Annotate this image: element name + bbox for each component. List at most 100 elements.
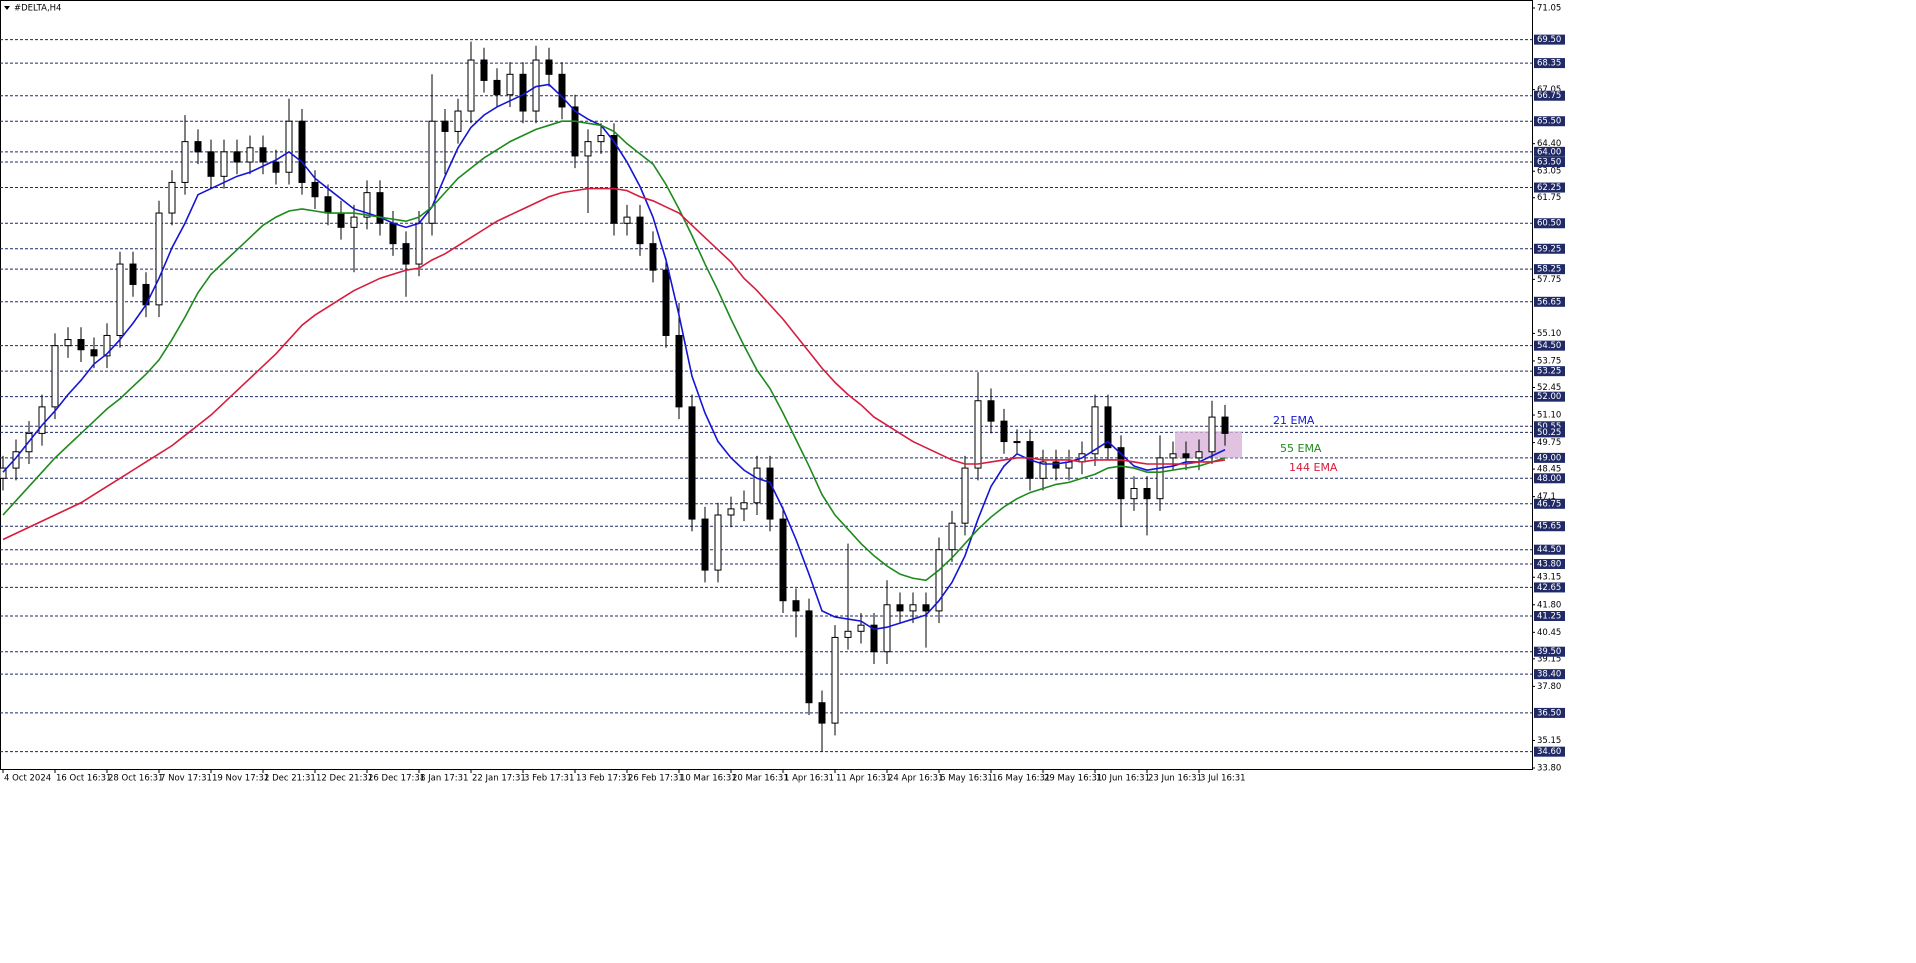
y-tick-label: 37.80 [1537, 682, 1561, 692]
candle-body [922, 604, 930, 612]
candle-body [493, 79, 501, 96]
candle-body [480, 59, 488, 81]
candle-body [636, 216, 644, 245]
level-tag [1534, 544, 1565, 555]
x-tick-label: 16 Oct 16:31 [56, 774, 111, 784]
y-tick-label: 40.45 [1537, 628, 1561, 638]
candle-body [194, 141, 202, 153]
candle-body [90, 349, 98, 357]
level-label: 62.25 [1537, 183, 1561, 193]
level-label: 38.40 [1537, 670, 1561, 680]
candle-body [831, 636, 839, 724]
candle-body [389, 222, 397, 245]
candle-body [441, 120, 449, 132]
candle-body [1156, 457, 1164, 500]
level-label: 60.50 [1537, 219, 1561, 229]
y-tick-label: 64.40 [1537, 139, 1561, 149]
y-tick-label: 53.75 [1537, 356, 1561, 366]
level-tag [1534, 582, 1565, 593]
y-tick-label: 43.15 [1537, 573, 1561, 583]
x-tick-label: 13 Feb 17:31 [576, 774, 632, 784]
candle-body [1013, 441, 1021, 444]
level-label: 42.65 [1537, 583, 1561, 593]
menu-arrow[interactable] [4, 6, 10, 10]
candle-body [1104, 406, 1112, 449]
level-tag [1534, 366, 1565, 377]
candle-body [285, 120, 293, 173]
level-tag [1534, 473, 1565, 484]
candle-body [337, 212, 345, 228]
candle-body [675, 334, 683, 408]
level-label: 64.00 [1537, 147, 1561, 157]
candle-body [870, 624, 878, 653]
ema-line [2, 83, 1226, 631]
level-tag [1534, 498, 1565, 509]
x-tick-label: 1 Apr 16:31 [784, 774, 834, 784]
candle-body [168, 181, 176, 214]
x-tick-label: 29 May 16:31 [1044, 774, 1102, 784]
x-tick-label: 7 Nov 17:31 [160, 774, 212, 784]
candle-body [1221, 416, 1229, 434]
level-tag [1534, 611, 1565, 621]
candle-body [779, 518, 787, 602]
x-tick-label: 20 Mar 16:31 [732, 774, 789, 784]
level-tag [1534, 746, 1565, 757]
candle-body [714, 514, 722, 571]
x-tick-label: 16 May 16:31 [992, 774, 1050, 784]
y-tick-label: 48.45 [1537, 465, 1561, 475]
level-tag [1534, 146, 1565, 157]
candle-body [12, 451, 20, 469]
candle-body [766, 467, 774, 520]
level-tag [1534, 182, 1565, 193]
x-tick-label: 11 Apr 16:31 [836, 774, 891, 784]
candle-body [207, 151, 215, 177]
level-label: 46.75 [1537, 499, 1561, 509]
candle-body [129, 263, 137, 285]
level-label: 44.50 [1537, 545, 1561, 555]
level-tag [1534, 58, 1565, 69]
candle-body [597, 135, 605, 143]
candle-body [1039, 461, 1047, 479]
candle-body [727, 508, 735, 516]
x-tick-label: 26 Dec 17:31 [368, 774, 425, 784]
candle-body [77, 339, 85, 351]
candle-body [103, 334, 111, 357]
ema-line [2, 187, 1226, 541]
level-label: 48.00 [1537, 474, 1561, 484]
candle-body [1091, 406, 1099, 455]
level-label: 50.55 [1537, 422, 1561, 432]
candle-body [1000, 420, 1008, 443]
level-label: 39.50 [1537, 647, 1561, 657]
candle-body [402, 243, 410, 265]
y-tick-label: 63.05 [1537, 167, 1561, 177]
level-tag [1534, 707, 1565, 718]
candle-body [558, 73, 566, 108]
candle-body [974, 400, 982, 469]
candle-body [909, 604, 917, 612]
candle-body [1208, 416, 1216, 453]
candle-body [948, 522, 956, 551]
y-tick-label: 39.15 [1537, 654, 1561, 664]
level-label: 66.75 [1537, 91, 1561, 101]
x-tick-label: 26 Feb 17:31 [628, 774, 684, 784]
level-tag [1534, 243, 1565, 254]
x-tick-label: 8 Jan 17:31 [420, 774, 468, 784]
level-label: 56.65 [1537, 297, 1561, 307]
candle-body [298, 120, 306, 183]
candle-body [181, 141, 189, 183]
y-tick-label: 51.10 [1537, 411, 1561, 421]
candle-body [454, 110, 462, 132]
candle-body [857, 624, 865, 632]
plot-frame [0, 0, 1533, 770]
candle-body [935, 549, 943, 612]
candle-body [1169, 453, 1177, 459]
candle-body [64, 339, 72, 347]
y-tick-label: 61.75 [1537, 193, 1561, 203]
x-tick-label: 10 Mar 16:31 [680, 774, 737, 784]
level-label: 65.50 [1537, 117, 1561, 127]
x-tick-label: 24 Apr 16:31 [888, 774, 943, 784]
candle-body [753, 467, 761, 504]
candle-body [662, 269, 670, 336]
